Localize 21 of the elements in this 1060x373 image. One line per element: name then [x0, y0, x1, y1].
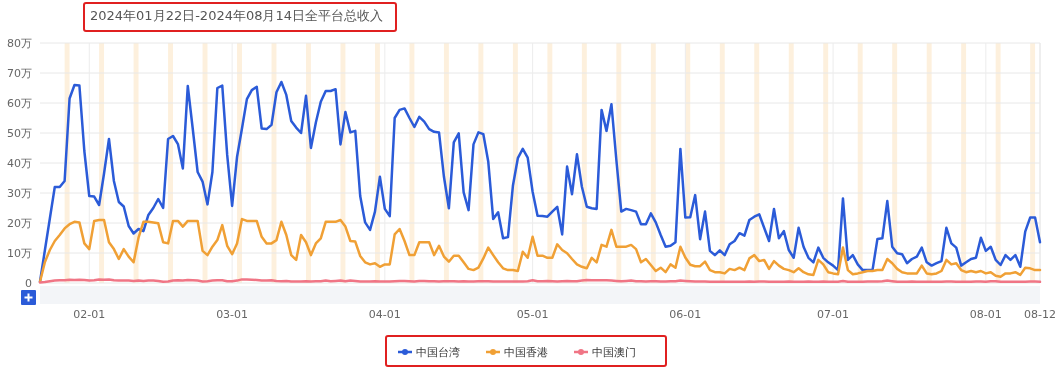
x-tick-label: 08-12: [1024, 308, 1056, 321]
y-tick-label: 50万: [7, 126, 32, 140]
x-tick-label: 06-01: [669, 308, 702, 321]
chart-title: 2024年01月22日-2024年08月14日全平台总收入: [90, 8, 384, 23]
x-tick-label: 08-01: [969, 308, 1002, 321]
legend-label: 中国澳门: [592, 345, 636, 359]
x-tick-label: 04-01: [368, 308, 401, 321]
x-tick-label: 05-01: [516, 308, 549, 321]
y-tick-label: 70万: [7, 66, 32, 80]
x-tick-label: 03-01: [216, 308, 249, 321]
y-tick-label: 40万: [7, 156, 32, 170]
y-tick-label: 30万: [7, 186, 32, 200]
y-tick-label: 20万: [7, 216, 32, 230]
y-tick-label: 10万: [7, 246, 32, 260]
legend-label: 中国香港: [504, 345, 548, 359]
y-tick-label: 80万: [7, 36, 32, 50]
x-tick-label: 02-01: [73, 308, 106, 321]
legend-label: 中国台湾: [416, 345, 460, 359]
y-tick-label: 0: [25, 276, 32, 290]
y-tick-label: 60万: [7, 96, 32, 110]
x-tick-label: 07-01: [817, 308, 850, 321]
